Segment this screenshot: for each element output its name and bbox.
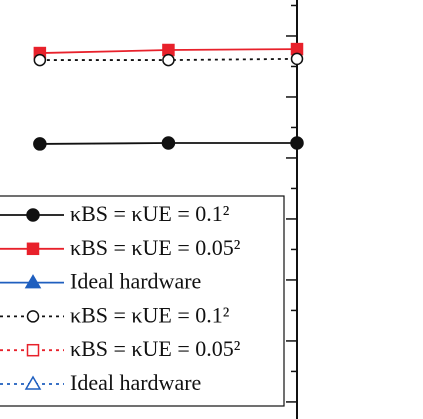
legend-label: κBS = κUE = 0.05² xyxy=(70,336,241,361)
marker xyxy=(26,343,40,357)
marker xyxy=(26,310,40,323)
marker xyxy=(24,274,42,289)
marker xyxy=(26,242,40,256)
legend-label: κBS = κUE = 0.1² xyxy=(70,302,230,327)
marker xyxy=(33,53,47,67)
marker xyxy=(26,208,40,222)
legend: κBS = κUE = 0.1² κBS = κUE = 0.05² Ideal h… xyxy=(0,195,285,407)
legend-label: Ideal hardware xyxy=(70,269,201,294)
plot xyxy=(33,42,304,151)
legend-label: κBS = κUE = 0.1² xyxy=(70,201,230,226)
marker xyxy=(290,52,304,66)
legend-box xyxy=(0,195,285,407)
legend-label: Ideal hardware xyxy=(70,370,201,395)
legend-label: κBS = κUE = 0.05² xyxy=(70,235,241,260)
marker xyxy=(24,375,42,390)
marker xyxy=(33,137,47,151)
marker xyxy=(290,136,304,150)
marker xyxy=(162,53,175,67)
marker xyxy=(161,136,176,150)
